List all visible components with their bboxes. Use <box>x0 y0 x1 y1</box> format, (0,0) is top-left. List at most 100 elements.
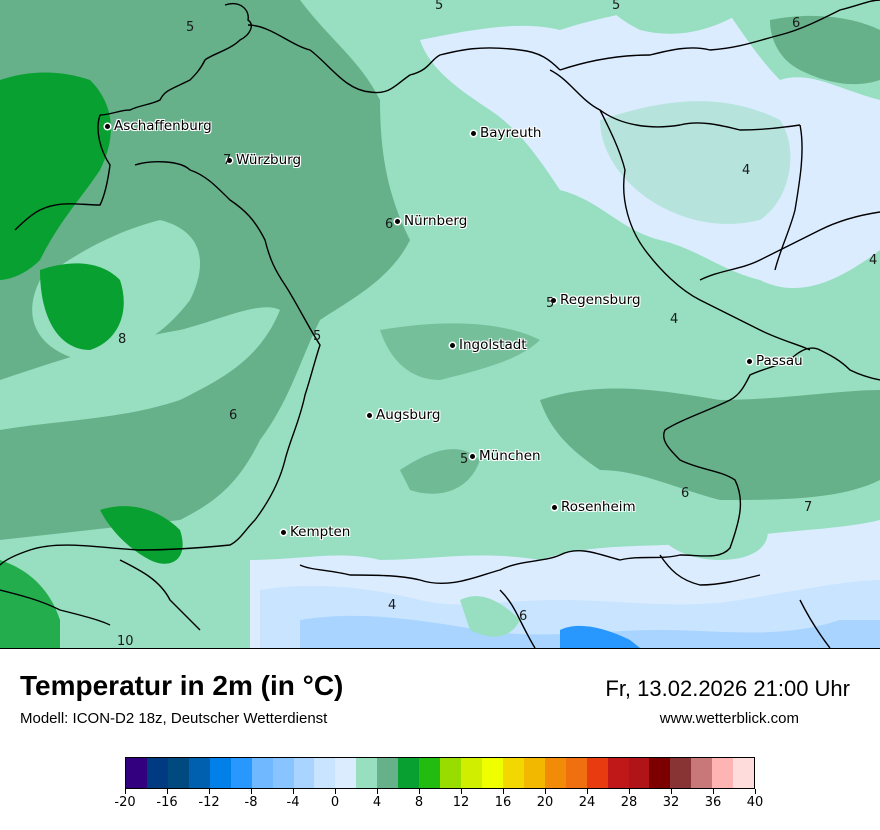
model-subtitle: Modell: ICON-D2 18z, Deutscher Wetterdie… <box>20 710 328 727</box>
colorbar-tick-mark <box>377 789 378 794</box>
forecast-datetime: Fr, 13.02.2026 21:00 Uhr <box>605 676 850 701</box>
colorbar <box>125 757 755 789</box>
temperature-value: 7 <box>223 153 232 168</box>
city-name: Ingolstadt <box>459 337 527 353</box>
temperature-value: 4 <box>742 163 751 178</box>
colorbar-tick-mark <box>251 789 252 794</box>
colorbar-segment <box>398 758 420 788</box>
colorbar-segment <box>356 758 378 788</box>
colorbar-segment <box>209 758 231 788</box>
colorbar-ticks: -20 -16 -12 -8 -4 0 4 8 12 16 20 24 28 32 36 40 <box>114 789 763 819</box>
colorbar-segment <box>733 758 755 788</box>
colorbar-segment <box>377 758 399 788</box>
colorbar-tick-label: -4 <box>286 795 300 810</box>
city-dot-icon <box>281 529 286 535</box>
source-url[interactable]: www.wetterblick.com <box>659 710 799 727</box>
city-marker: Rosenheim <box>552 499 636 515</box>
city-marker: Aschaffenburg <box>105 118 212 134</box>
colorbar-tick-mark <box>461 789 462 794</box>
colorbar-segment <box>523 758 545 788</box>
temperature-value: 6 <box>792 16 801 31</box>
city-marker: Würzburg <box>227 152 301 168</box>
temperature-value: 4 <box>869 253 878 268</box>
colorbar-tick-label: -20 <box>114 795 136 810</box>
temperature-value: 5 <box>546 296 555 311</box>
city-name: Aschaffenburg <box>114 118 212 134</box>
city-name: Bayreuth <box>480 125 542 141</box>
temperature-value: 5 <box>313 329 322 344</box>
temperature-value: 5 <box>460 452 469 467</box>
colorbar-segment <box>167 758 189 788</box>
colorbar-tick-mark <box>335 789 336 794</box>
city-name: Nürnberg <box>404 213 468 229</box>
city-dot-icon <box>105 123 110 129</box>
temperature-value: 10 <box>117 634 134 649</box>
city-dot-icon <box>227 157 232 163</box>
colorbar-segment <box>544 758 566 788</box>
temperature-value: 5 <box>435 0 444 13</box>
colorbar-tick-label: 20 <box>536 795 554 810</box>
colorbar-segment <box>419 758 441 788</box>
temperature-value: 8 <box>118 332 127 347</box>
city-marker: Ingolstadt <box>450 337 527 353</box>
colorbar-segment <box>251 758 273 788</box>
colorbar-segment <box>607 758 629 788</box>
colorbar-segment <box>649 758 671 788</box>
colorbar-segment <box>691 758 713 788</box>
city-name: Kempten <box>290 524 351 540</box>
colorbar-segment <box>461 758 482 788</box>
colorbar-segment <box>502 758 524 788</box>
city-name: Augsburg <box>376 407 441 423</box>
colorbar-tick-label: 4 <box>372 795 382 810</box>
colorbar-segment <box>628 758 650 788</box>
colorbar-segment <box>146 758 168 788</box>
colorbar-tick-mark <box>587 789 588 794</box>
city-marker: München <box>470 448 541 464</box>
city-marker: Bayreuth <box>471 125 542 141</box>
colorbar-tick-label: 8 <box>414 795 424 810</box>
colorbar-tick-label: 36 <box>704 795 722 810</box>
colorbar-tick-label: -8 <box>244 795 258 810</box>
colorbar-tick-mark <box>209 789 210 794</box>
colorbar-segment <box>481 758 503 788</box>
city-dot-icon <box>470 453 475 459</box>
colorbar-tick-mark <box>293 789 294 794</box>
map-canvas <box>0 0 880 648</box>
temperature-value: 7 <box>804 500 813 515</box>
city-name: Passau <box>756 353 803 369</box>
colorbar-tick-mark <box>419 789 420 794</box>
colorbar-tick-label: 32 <box>662 795 680 810</box>
colorbar-segment <box>188 758 210 788</box>
temperature-value: 6 <box>385 217 394 232</box>
map-title: Temperatur in 2m (in °C) <box>20 670 344 701</box>
colorbar-tick-mark <box>545 789 546 794</box>
temperature-value: 4 <box>388 598 397 613</box>
temperature-value: 6 <box>519 609 528 624</box>
colorbar-tick-label: -12 <box>198 795 220 810</box>
colorbar-segment <box>670 758 692 788</box>
city-marker: Augsburg <box>367 407 440 423</box>
city-dot-icon <box>367 412 372 418</box>
temperature-value: 4 <box>670 312 679 327</box>
colorbar-tick-label: 0 <box>330 795 340 810</box>
colorbar-segment <box>293 758 315 788</box>
colorbar-segment <box>440 758 461 788</box>
temperature-value: 6 <box>229 408 238 423</box>
city-name: München <box>479 448 541 464</box>
colorbar-tick-mark <box>503 789 504 794</box>
city-dot-icon <box>747 358 752 364</box>
colorbar-segment <box>230 758 252 788</box>
city-name: Rosenheim <box>561 499 636 515</box>
temperature-map: Aschaffenburg Würzburg Bayreuth Nürnberg Reg… <box>0 0 880 649</box>
colorbar-tick-mark <box>125 789 126 794</box>
city-name: Regensburg <box>560 292 641 308</box>
colorbar-tick-mark <box>629 789 630 794</box>
city-marker: Regensburg <box>551 292 641 308</box>
colorbar-tick-label: -16 <box>156 795 178 810</box>
colorbar-tick-mark <box>671 789 672 794</box>
colorbar-tick-label: 28 <box>620 795 638 810</box>
colorbar-segment <box>314 758 336 788</box>
city-dot-icon <box>395 218 400 224</box>
colorbar-tick-label: 24 <box>578 795 596 810</box>
colorbar-tick-label: 16 <box>494 795 512 810</box>
